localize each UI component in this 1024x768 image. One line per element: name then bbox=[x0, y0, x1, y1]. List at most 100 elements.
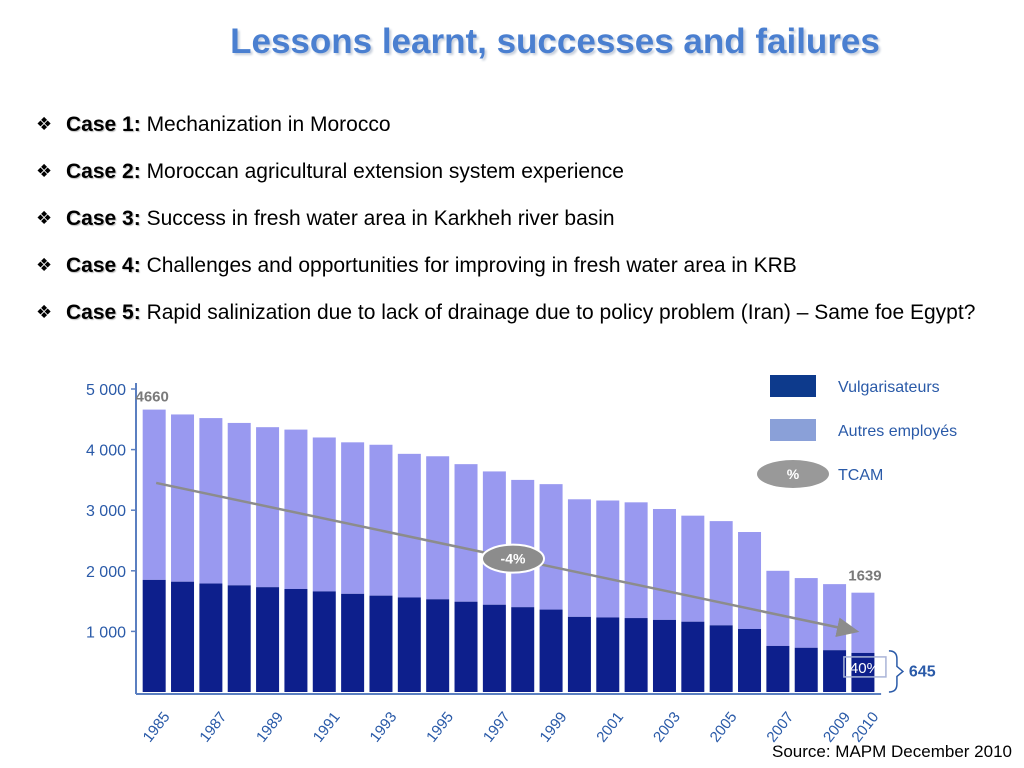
x-tick-label: 2010 bbox=[848, 709, 882, 745]
case-item: ❖ Case 1: Mechanization in Morocco bbox=[36, 112, 996, 137]
bar-autres-employes bbox=[341, 442, 365, 594]
legend-swatch bbox=[770, 419, 816, 441]
bar-vulgarisateurs bbox=[823, 650, 847, 692]
bar-autres-employes bbox=[794, 578, 818, 648]
x-tick-label: 1991 bbox=[310, 709, 344, 745]
case-label: Case 1: bbox=[66, 113, 141, 136]
x-tick-label: 2009 bbox=[820, 709, 854, 745]
bar-autres-employes bbox=[596, 500, 620, 618]
x-tick-label: 1999 bbox=[537, 709, 571, 745]
share-label: 40% bbox=[850, 660, 880, 677]
bar-autres-employes bbox=[652, 508, 676, 620]
case-label: Case 2: bbox=[66, 160, 141, 183]
bar-vulgarisateurs bbox=[397, 597, 421, 692]
bar-autres-employes bbox=[142, 409, 166, 580]
bar-autres-employes bbox=[454, 464, 478, 602]
bar-autres-employes bbox=[511, 479, 535, 608]
bar-vulgarisateurs bbox=[624, 618, 648, 692]
x-tick-label: 2001 bbox=[593, 709, 627, 745]
bar-vulgarisateurs bbox=[766, 645, 790, 692]
bar-vulgarisateurs bbox=[652, 619, 676, 692]
case-item: ❖ Case 3: Success in fresh water area in… bbox=[36, 206, 996, 231]
bar-vulgarisateurs bbox=[709, 625, 733, 692]
y-tick-label: 1 000 bbox=[86, 624, 126, 641]
bar-autres-employes bbox=[681, 515, 705, 622]
bar-vulgarisateurs bbox=[596, 617, 620, 692]
bar-vulgarisateurs bbox=[794, 647, 818, 692]
case-label: Case 4: bbox=[66, 254, 141, 277]
y-tick-label: 4 000 bbox=[86, 443, 126, 460]
diamond-bullet-icon: ❖ bbox=[36, 208, 53, 228]
x-tick-label: 1997 bbox=[480, 709, 514, 745]
bar-autres-employes bbox=[539, 484, 563, 610]
bar-autres-employes bbox=[738, 532, 762, 629]
bar-autres-employes bbox=[397, 453, 421, 598]
legend-swatch bbox=[770, 375, 816, 397]
bar-autres-employes bbox=[369, 444, 393, 596]
bar-autres-employes bbox=[823, 584, 847, 651]
page-title: Lessons learnt, successes and failures bbox=[230, 22, 880, 61]
diamond-bullet-icon: ❖ bbox=[36, 255, 53, 275]
case-text: Moroccan agricultural extension system e… bbox=[146, 160, 624, 183]
case-text: Challenges and opportunities for improvi… bbox=[146, 254, 797, 277]
x-tick-label: 1985 bbox=[140, 709, 174, 745]
case-item: ❖ Case 2: Moroccan agricultural extensio… bbox=[36, 159, 996, 184]
share-box bbox=[843, 656, 887, 678]
case-list: ❖ Case 1: Mechanization in Morocco ❖ Cas… bbox=[36, 112, 996, 347]
bar-vulgarisateurs bbox=[851, 652, 875, 692]
bar-vulgarisateurs bbox=[171, 581, 195, 692]
y-tick-label: 2 000 bbox=[86, 564, 126, 581]
diamond-bullet-icon: ❖ bbox=[36, 302, 53, 322]
bar-vulgarisateurs bbox=[256, 587, 280, 692]
bar-vulgarisateurs bbox=[284, 588, 308, 692]
bar-autres-employes bbox=[284, 429, 308, 589]
x-tick-label: 2007 bbox=[763, 709, 797, 745]
bar-vulgarisateurs bbox=[681, 621, 705, 692]
case-text: Mechanization in Morocco bbox=[146, 113, 391, 136]
case-text: Rapid salinization due to lack of draina… bbox=[146, 301, 976, 324]
first-total-label: 4660 bbox=[135, 389, 168, 406]
bar-vulgarisateurs bbox=[369, 595, 393, 692]
bar-vulgarisateurs bbox=[312, 591, 336, 692]
case-label: Case 3: bbox=[66, 207, 141, 230]
bar-vulgarisateurs bbox=[426, 599, 450, 692]
bar-autres-employes bbox=[312, 437, 336, 592]
x-tick-label: 1987 bbox=[196, 709, 230, 745]
bar-autres-employes bbox=[199, 418, 223, 584]
bar-vulgarisateurs bbox=[511, 607, 535, 692]
bar-autres-employes bbox=[171, 414, 195, 582]
legend-tcam-ellipse bbox=[757, 460, 829, 488]
source-note: Source: MAPM December 2010 bbox=[772, 742, 1012, 761]
bar-autres-employes bbox=[766, 570, 790, 646]
bar-autres-employes bbox=[709, 521, 733, 626]
case-item: ❖ Case 5: Rapid salinization due to lack… bbox=[36, 300, 996, 325]
bar-vulgarisateurs bbox=[199, 583, 223, 692]
trend-bubble bbox=[481, 543, 545, 574]
y-tick-label: 5 000 bbox=[86, 382, 126, 399]
bar-autres-employes bbox=[227, 422, 251, 586]
case-label: Case 5: bbox=[66, 301, 141, 324]
bar-vulgarisateurs bbox=[738, 628, 762, 692]
bar-autres-employes bbox=[482, 471, 506, 605]
x-tick-label: 2003 bbox=[650, 709, 684, 745]
legend-tcam-symbol: % bbox=[787, 466, 800, 482]
bar-vulgarisateurs bbox=[567, 616, 591, 692]
bar-vulgarisateurs bbox=[142, 579, 166, 692]
last-total-label: 1639 bbox=[848, 568, 881, 585]
bar-vulgarisateurs bbox=[341, 593, 365, 692]
bar-vulgarisateurs bbox=[227, 585, 251, 692]
x-tick-label: 1993 bbox=[366, 709, 400, 745]
x-tick-label: 1989 bbox=[253, 709, 287, 745]
legend-label: Autres employés bbox=[838, 423, 957, 440]
bar-vulgarisateurs bbox=[454, 601, 478, 692]
bar-vulgarisateurs bbox=[539, 609, 563, 692]
bar-autres-employes bbox=[624, 502, 648, 619]
diamond-bullet-icon: ❖ bbox=[36, 161, 53, 181]
bar-autres-employes bbox=[851, 592, 875, 653]
staff-stacked-bar-chart: 1 000 2 000 3 000 4 000 5 000 1985 1987 1989 199… bbox=[86, 375, 957, 745]
diamond-bullet-icon: ❖ bbox=[36, 114, 53, 134]
x-tick-label: 2005 bbox=[707, 709, 741, 745]
case-text: Success in fresh water area in Karkheh r… bbox=[146, 207, 615, 230]
legend-label: TCAM bbox=[838, 467, 883, 484]
value-brace bbox=[888, 650, 905, 693]
